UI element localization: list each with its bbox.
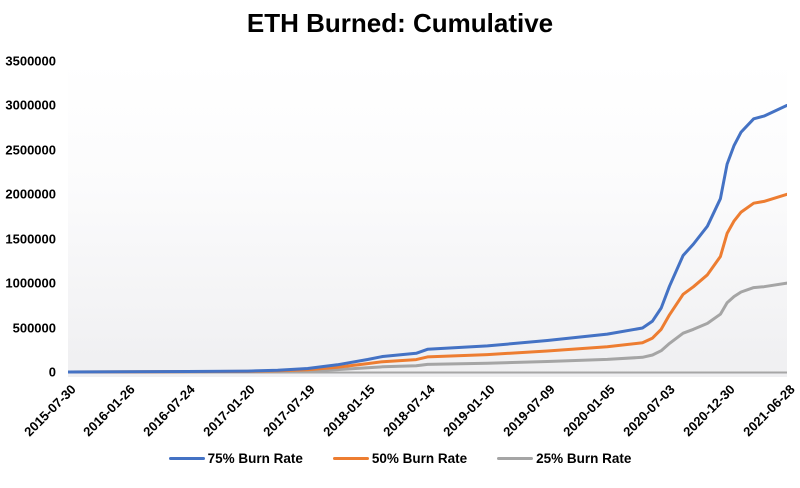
y-axis-tick-label: 3000000: [5, 97, 56, 113]
series-line-50pct: [68, 192, 787, 374]
legend: 75% Burn Rate 50% Burn Rate 25% Burn Rat…: [0, 451, 800, 466]
legend-item-75pct: 75% Burn Rate: [168, 451, 303, 466]
y-axis-tick-label: 3500000: [5, 53, 56, 69]
series-line-25pct: [68, 281, 787, 374]
legend-line-swatch-50pct: [332, 457, 369, 460]
legend-label: 75% Burn Rate: [207, 451, 303, 466]
y-axis-tick-label: 500000: [12, 320, 56, 336]
plot-area: [68, 103, 787, 374]
series-line-75pct: [68, 103, 787, 374]
legend-line-swatch-25pct: [497, 457, 534, 460]
y-axis-tick-label: 2500000: [5, 142, 56, 158]
legend-line-swatch-75pct: [168, 457, 205, 460]
y-axis-tick-label: 2000000: [5, 186, 56, 202]
legend-item-50pct: 50% Burn Rate: [332, 451, 468, 466]
legend-label: 50% Burn Rate: [371, 451, 468, 466]
y-axis-tick-label: 0: [48, 364, 56, 380]
plot-area-background: [68, 61, 787, 377]
x-axis-tick-label: 2021-06-28: [739, 381, 798, 440]
chart-title: ETH Burned: Cumulative: [246, 8, 554, 38]
y-axis-tick-label: 1500000: [5, 231, 56, 247]
legend-item-25pct: 25% Burn Rate: [497, 451, 631, 466]
x-axis-tick: 2021-06-28: [683, 378, 798, 440]
y-axis-tick-label: 1000000: [5, 275, 56, 291]
legend-label: 25% Burn Rate: [536, 451, 632, 466]
